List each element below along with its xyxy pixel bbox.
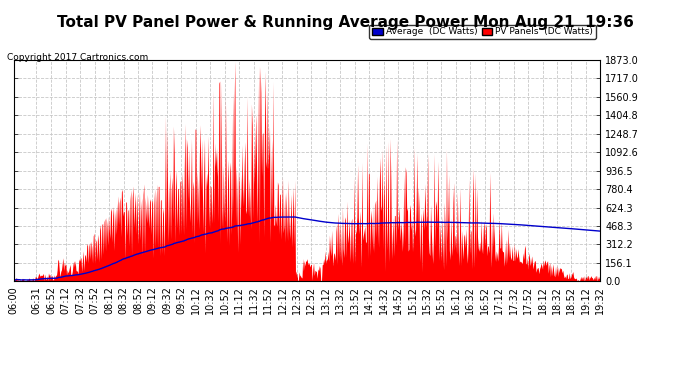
Text: Total PV Panel Power & Running Average Power Mon Aug 21  19:36: Total PV Panel Power & Running Average P… <box>57 15 633 30</box>
Legend: Average  (DC Watts), PV Panels  (DC Watts): Average (DC Watts), PV Panels (DC Watts) <box>369 25 595 39</box>
Text: Copyright 2017 Cartronics.com: Copyright 2017 Cartronics.com <box>7 53 148 62</box>
